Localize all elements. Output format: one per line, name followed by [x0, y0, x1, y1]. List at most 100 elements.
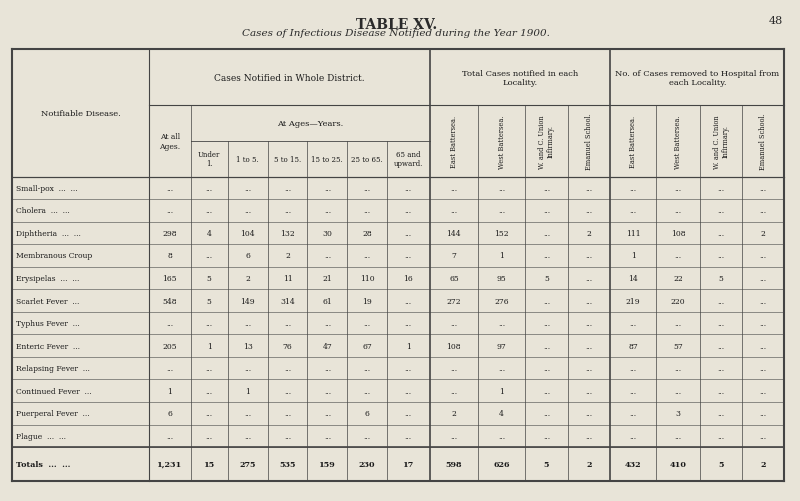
Text: ...: ... — [760, 184, 766, 192]
Text: ...: ... — [450, 207, 458, 215]
Text: ...: ... — [543, 409, 550, 417]
Text: ...: ... — [586, 297, 593, 305]
Text: 5: 5 — [544, 460, 549, 468]
Text: W. and C. Union
Infirmary.: W. and C. Union Infirmary. — [713, 115, 730, 168]
Text: 432: 432 — [625, 460, 642, 468]
Text: East Battersea.: East Battersea. — [629, 116, 637, 168]
Text: ...: ... — [760, 432, 766, 440]
Text: ...: ... — [324, 432, 331, 440]
Text: Totals  ...  ...: Totals ... ... — [16, 460, 70, 468]
Text: 30: 30 — [322, 229, 332, 237]
Text: ...: ... — [586, 364, 593, 372]
Text: ...: ... — [206, 184, 213, 192]
Text: 6: 6 — [365, 409, 370, 417]
Text: ...: ... — [630, 387, 637, 395]
Text: 298: 298 — [162, 229, 177, 237]
Text: ...: ... — [206, 432, 213, 440]
Text: ...: ... — [586, 409, 593, 417]
Text: ...: ... — [364, 320, 370, 328]
Text: 108: 108 — [671, 229, 686, 237]
Text: Diphtheria  ...  ...: Diphtheria ... ... — [16, 229, 81, 237]
Text: 314: 314 — [280, 297, 295, 305]
Text: 152: 152 — [494, 229, 509, 237]
Text: 47: 47 — [322, 342, 332, 350]
Text: ...: ... — [586, 387, 593, 395]
Text: 1: 1 — [406, 342, 410, 350]
Text: ...: ... — [166, 184, 174, 192]
Text: ...: ... — [284, 184, 291, 192]
Text: ...: ... — [498, 320, 506, 328]
Text: ...: ... — [364, 387, 370, 395]
Text: 95: 95 — [497, 275, 506, 283]
Text: 165: 165 — [162, 275, 177, 283]
Text: 5: 5 — [718, 460, 724, 468]
Text: ...: ... — [405, 364, 412, 372]
Text: 65: 65 — [449, 275, 458, 283]
Text: ...: ... — [630, 184, 637, 192]
Text: Relapsing Fever  ...: Relapsing Fever ... — [16, 364, 90, 372]
Text: ...: ... — [324, 252, 331, 260]
Text: 6: 6 — [246, 252, 250, 260]
Text: ...: ... — [543, 297, 550, 305]
Text: 5: 5 — [544, 275, 549, 283]
Text: ...: ... — [760, 207, 766, 215]
Text: 1: 1 — [167, 387, 172, 395]
Text: 108: 108 — [446, 342, 462, 350]
Text: ...: ... — [166, 320, 174, 328]
Text: ...: ... — [586, 207, 593, 215]
Text: ...: ... — [284, 364, 291, 372]
Text: 11: 11 — [282, 275, 293, 283]
Text: ...: ... — [206, 207, 213, 215]
Text: Total Cases notified in each
Locality.: Total Cases notified in each Locality. — [462, 70, 578, 87]
Text: ...: ... — [498, 432, 506, 440]
Text: Cases of Infectious Disease Notified during the Year 1900.: Cases of Infectious Disease Notified dur… — [242, 29, 550, 38]
Text: 15 to 25.: 15 to 25. — [311, 155, 343, 163]
Text: ...: ... — [324, 207, 331, 215]
Text: 19: 19 — [362, 297, 372, 305]
Text: Scarlet Fever  ...: Scarlet Fever ... — [16, 297, 79, 305]
Text: 13: 13 — [242, 342, 253, 350]
Text: 535: 535 — [279, 460, 296, 468]
Text: 17: 17 — [402, 460, 414, 468]
Text: ...: ... — [450, 364, 458, 372]
Text: ...: ... — [760, 320, 766, 328]
Text: ...: ... — [498, 364, 506, 372]
Text: ...: ... — [630, 364, 637, 372]
Text: ...: ... — [206, 320, 213, 328]
Text: ...: ... — [586, 252, 593, 260]
Text: ...: ... — [543, 320, 550, 328]
Text: 104: 104 — [241, 229, 255, 237]
Text: 230: 230 — [359, 460, 375, 468]
Text: 144: 144 — [446, 229, 462, 237]
Text: ...: ... — [244, 409, 251, 417]
Text: Cholera  ...  ...: Cholera ... ... — [16, 207, 70, 215]
Text: ...: ... — [718, 409, 725, 417]
Text: ...: ... — [630, 207, 637, 215]
Text: East Battersea.: East Battersea. — [450, 116, 458, 168]
Text: 2: 2 — [586, 229, 591, 237]
Text: ...: ... — [206, 409, 213, 417]
Text: ...: ... — [324, 409, 331, 417]
Text: 5 to 15.: 5 to 15. — [274, 155, 301, 163]
Text: 1 to 5.: 1 to 5. — [236, 155, 259, 163]
Text: 5: 5 — [206, 275, 212, 283]
Text: ...: ... — [718, 320, 725, 328]
Text: Erysipelas  ...  ...: Erysipelas ... ... — [16, 275, 79, 283]
Text: Membranous Croup: Membranous Croup — [16, 252, 92, 260]
Text: ...: ... — [760, 342, 766, 350]
Text: ...: ... — [543, 432, 550, 440]
Text: 2: 2 — [586, 460, 592, 468]
Text: ...: ... — [450, 320, 458, 328]
Text: ...: ... — [405, 229, 412, 237]
Text: ...: ... — [586, 342, 593, 350]
Text: ...: ... — [364, 432, 370, 440]
Text: ...: ... — [630, 432, 637, 440]
Text: ...: ... — [630, 320, 637, 328]
Text: ...: ... — [450, 184, 458, 192]
Text: 1: 1 — [499, 252, 504, 260]
Text: ...: ... — [760, 252, 766, 260]
Text: 5: 5 — [718, 275, 723, 283]
Text: ...: ... — [284, 387, 291, 395]
Text: 110: 110 — [360, 275, 374, 283]
Text: Puerperal Fever  ...: Puerperal Fever ... — [16, 409, 90, 417]
